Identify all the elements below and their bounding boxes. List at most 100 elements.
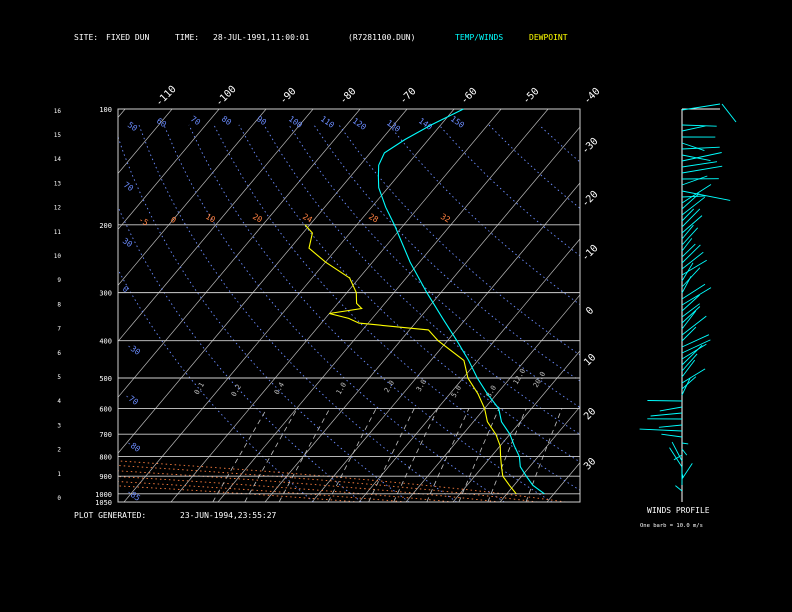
dry-adiabat [313, 124, 580, 382]
wind-vector [681, 193, 700, 210]
wind-vector [681, 215, 703, 234]
isotherm-line [118, 109, 267, 286]
moist-adiabat-label: 32 [439, 212, 452, 225]
temperature-profile [377, 108, 545, 495]
isotherm-line [217, 109, 549, 502]
mixing-ratio-label: 1.0 [335, 381, 348, 396]
dry-adiabat [538, 124, 580, 163]
dry-adiabat-label: 30 [121, 236, 134, 249]
temp-top-tick-label: -70 [398, 86, 419, 107]
moist-adiabat [118, 481, 407, 502]
dry-adiabat [263, 124, 580, 435]
winds-profile-title: WINDS PROFILE [647, 506, 710, 515]
mixing-ratio-line [368, 408, 415, 502]
pressure-tick-label: 600 [99, 405, 112, 413]
mixing-ratio-label: 3.0 [415, 378, 428, 393]
grid-lines [0, 109, 792, 502]
wind-vector [661, 433, 683, 438]
mixing-ratio-line [525, 408, 563, 502]
temp-right-tick-label: -10 [580, 243, 601, 264]
wind-vector [681, 343, 707, 360]
isotherm-line [118, 109, 126, 119]
wind-vector [681, 303, 700, 318]
wind-vector [681, 161, 718, 168]
wind-vector [681, 244, 701, 264]
isotherm-line [170, 109, 502, 502]
pressure-tick-label: 800 [99, 454, 112, 462]
wind-vector [681, 377, 691, 396]
dry-adiabat [188, 124, 553, 502]
moist-adiabat-label: 0 [169, 215, 178, 225]
wind-vector [681, 190, 731, 201]
wind-vector [681, 196, 706, 216]
dry-adiabat-label: -70 [123, 391, 140, 407]
pressure-tick-label: 1050 [95, 499, 112, 507]
wind-vector [681, 251, 704, 270]
isotherm-line [264, 126, 580, 502]
wind-vector [681, 224, 694, 240]
wind-vector [681, 442, 689, 445]
dry-adiabat-label: 120 [351, 116, 368, 132]
wind-vector [681, 124, 717, 127]
dry-adiabat [438, 124, 580, 257]
wind-vector [681, 276, 692, 294]
temp-top-tick-label: -40 [582, 86, 603, 107]
time-label: TIME: [175, 33, 199, 42]
dry-adiabat-label: 90 [255, 114, 268, 127]
legend-dewpoint: DEWPOINT [529, 33, 568, 42]
height-tick-label: 14 [54, 156, 62, 163]
height-tick-label: 2 [57, 447, 61, 454]
wind-vector [681, 294, 700, 312]
mixing-ratio-line [244, 408, 298, 502]
temp-right-tick-label: 30 [582, 456, 598, 472]
pressure-tick-label: 200 [99, 222, 112, 230]
mixing-ratio-label: 0.2 [230, 383, 243, 398]
wind-vector [681, 142, 705, 152]
temp-right-tick-label: 20 [582, 406, 598, 422]
wind-vector [681, 259, 707, 276]
wind-vector [681, 344, 703, 366]
wind-vector [675, 485, 683, 492]
height-tick-label: 12 [54, 205, 62, 212]
wind-vector [681, 165, 723, 174]
wind-vector [681, 287, 712, 306]
wind-vector [681, 353, 698, 372]
isotherm-line [546, 462, 580, 502]
isotherm-line [118, 109, 408, 454]
site-label: SITE: [74, 33, 98, 42]
dry-adiabat-label: 70 [122, 180, 135, 193]
temp-top-tick-label: -110 [154, 84, 179, 109]
height-tick-label: 16 [54, 108, 62, 115]
moist-adiabat-label: 24 [301, 212, 314, 225]
wind-vector [681, 334, 710, 348]
wind-vector [681, 152, 722, 162]
dry-adiabat-label: 130 [385, 118, 402, 134]
moist-adiabat [118, 485, 360, 502]
wind-vector [681, 195, 706, 198]
isotherm-line [641, 109, 792, 502]
wind-vector [681, 175, 708, 186]
temp-top-tick-label: -100 [214, 84, 239, 109]
isotherm-line [358, 238, 580, 502]
pressure-tick-label: 300 [99, 290, 112, 298]
height-tick-label: 3 [57, 422, 61, 429]
wind-vector [681, 238, 693, 252]
dry-adiabat-label: 110 [319, 114, 336, 130]
temp-right-tick-label: 10 [582, 352, 598, 368]
dry-adiabat-label: 50 [126, 120, 139, 133]
mixing-ratio-line [327, 408, 377, 502]
wind-vector [639, 428, 683, 432]
moist-adiabat-label: 28 [367, 212, 380, 225]
wind-vector [681, 310, 697, 330]
mixing-ratio-label: 0.4 [273, 381, 286, 396]
dry-adiabat-label: 140 [417, 116, 434, 132]
wind-vector [681, 368, 706, 384]
temp-top-tick-label: -80 [338, 86, 359, 107]
dry-adiabat-label: 80 [220, 114, 233, 127]
height-tick-label: 15 [54, 132, 62, 139]
wind-vector [681, 243, 696, 258]
isotherm-line [0, 109, 78, 502]
mixing-ratio-line [393, 408, 439, 502]
dry-adiabat-label: 0 [121, 284, 130, 294]
